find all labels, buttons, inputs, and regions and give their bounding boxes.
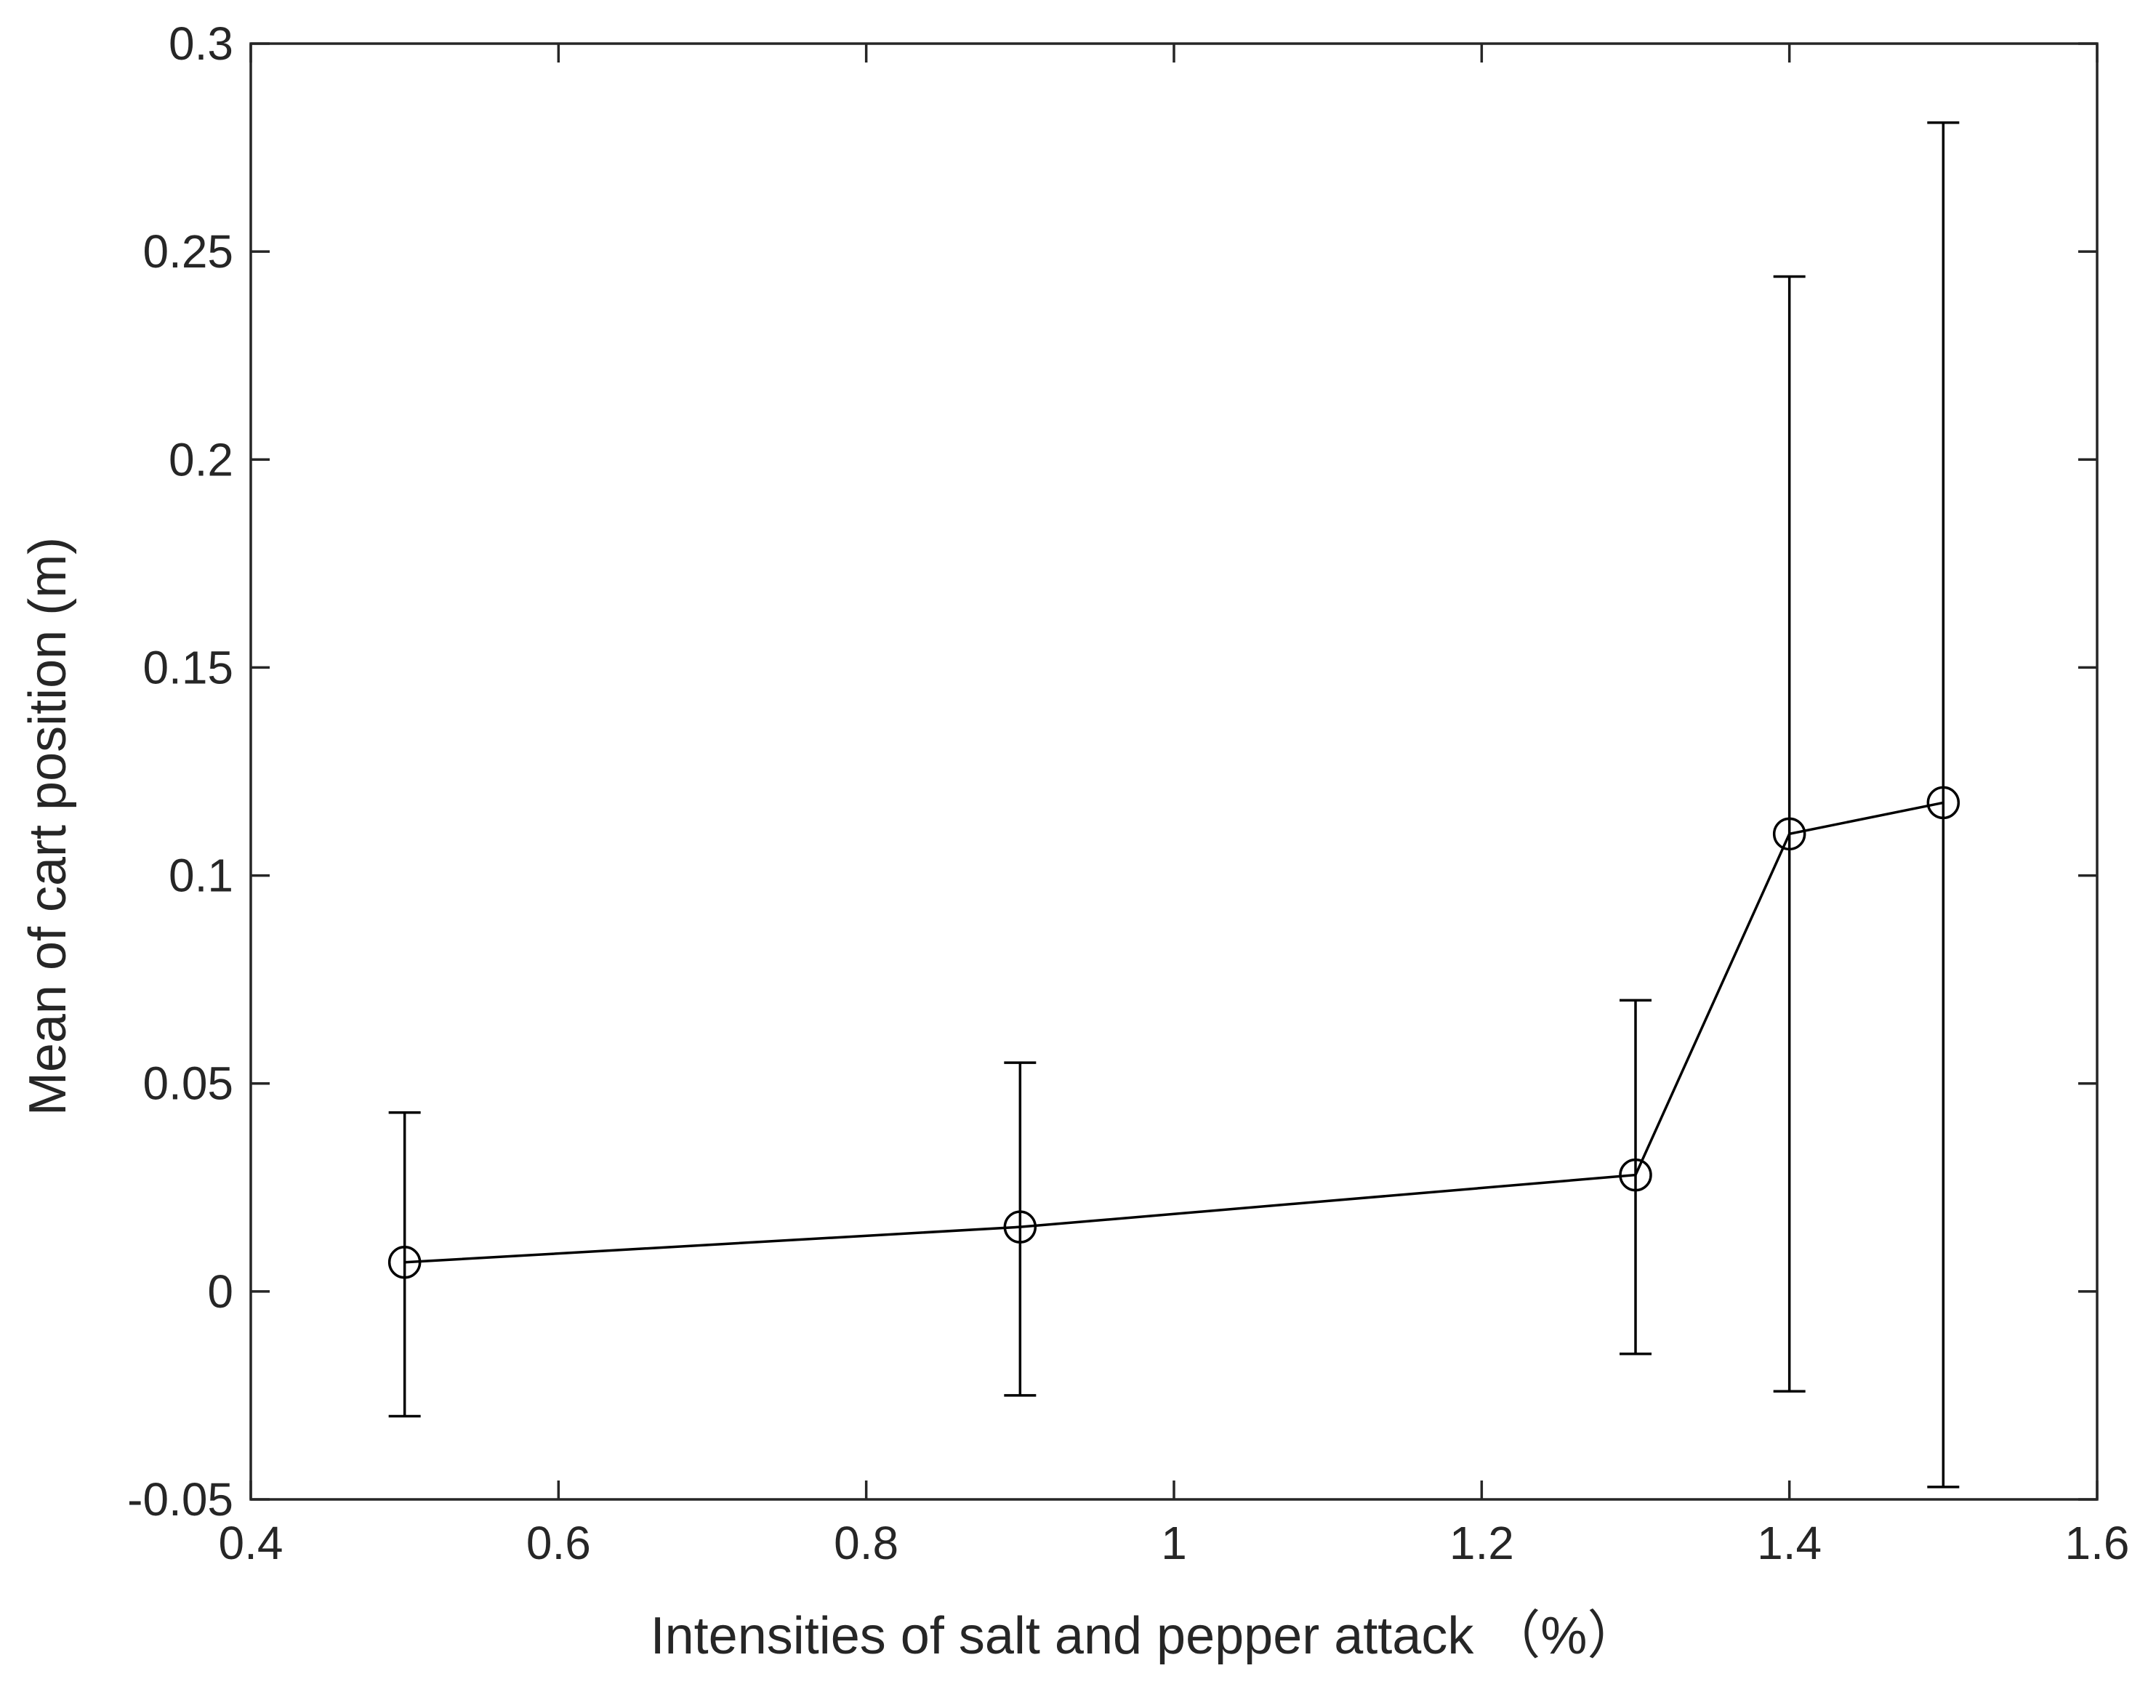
y-tick-label: 0.25 bbox=[142, 225, 233, 278]
data-point bbox=[1003, 1210, 1037, 1244]
data-point bbox=[1926, 786, 1960, 820]
y-tick-label: -0.05 bbox=[127, 1473, 233, 1526]
y-tick-label: 0 bbox=[207, 1265, 233, 1318]
x-tick-label: 0.6 bbox=[526, 1517, 591, 1569]
data-point bbox=[1619, 1158, 1652, 1192]
x-axis: 0.4 0.6 0.8 1 1.2 1.4 1.6 bbox=[219, 44, 2130, 1569]
data-point bbox=[1772, 817, 1806, 851]
y-tick-label: 0.2 bbox=[169, 433, 233, 486]
x-tick-label: 0.8 bbox=[834, 1517, 898, 1569]
x-tick-label: 0.4 bbox=[219, 1517, 283, 1569]
plot-area bbox=[249, 42, 2099, 1501]
x-tick-label: 1.6 bbox=[2065, 1517, 2130, 1569]
y-tick-label: 0.1 bbox=[169, 850, 233, 902]
x-tick-label: 1 bbox=[1161, 1517, 1187, 1569]
error-bars bbox=[388, 121, 1960, 1489]
data-point bbox=[387, 1246, 422, 1279]
x-axis-label: Intensities of salt and pepper attack （%… bbox=[651, 1607, 1640, 1665]
y-tick-label: 0.3 bbox=[169, 17, 233, 70]
y-axis-label: Mean of cart position (m) bbox=[19, 537, 77, 1116]
series bbox=[387, 786, 1960, 1279]
y-tick-label: 0.15 bbox=[142, 641, 233, 693]
x-tick-label: 1.4 bbox=[1757, 1517, 1822, 1569]
series-line bbox=[404, 801, 1944, 1264]
x-tick-label: 1.2 bbox=[1449, 1517, 1514, 1569]
y-axis: -0.05 0 0.05 0.1 0.15 0.2 0.25 0.3 bbox=[127, 17, 2097, 1526]
axes-box bbox=[249, 42, 2099, 1501]
y-tick-label: 0.05 bbox=[142, 1058, 233, 1110]
